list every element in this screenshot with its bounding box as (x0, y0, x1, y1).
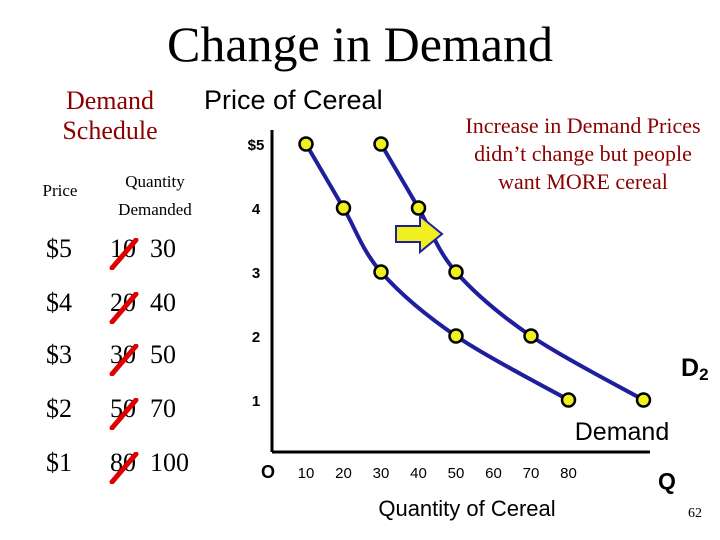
strike-mark (109, 292, 139, 324)
series-line (379, 142, 645, 402)
x-tick-label: 40 (410, 465, 427, 482)
strike-mark (109, 398, 139, 430)
shift-arrow (395, 213, 444, 255)
new-quantity-cell: 70 (150, 394, 176, 423)
y-tick-label: 4 (252, 201, 261, 218)
series-layer (298, 136, 652, 408)
schedule-title: Demand Schedule (62, 86, 158, 145)
strike-mark (109, 238, 139, 270)
price-cell: $2 (46, 394, 72, 423)
x-axis-label: Quantity of Cereal (378, 496, 555, 521)
strike-mark (109, 452, 139, 484)
data-point (335, 200, 352, 216)
price-cell: $1 (46, 448, 72, 477)
data-point (410, 200, 427, 216)
series-label-d2-subscript: 2 (699, 365, 708, 384)
x-tick-label: 50 (448, 465, 465, 482)
new-quantity-cell: 30 (150, 234, 176, 263)
chart-title: Price of Cereal (204, 85, 383, 115)
y-tick-label: 3 (252, 265, 260, 282)
chart-axes (270, 130, 650, 454)
x-end-label: Q (658, 468, 676, 494)
series-label-demand: Demand (575, 418, 670, 446)
price-column-header: Price (42, 181, 78, 200)
new-quantity-cell: 50 (150, 340, 176, 369)
data-point (448, 328, 464, 344)
y-tick-label: 2 (252, 329, 260, 346)
x-tick-label: 80 (560, 465, 577, 482)
quantity-column-header: Quantity Demanded (100, 168, 210, 224)
data-point (560, 392, 577, 408)
labels-layer: $5 4 3 2 1 10 20 30 40 50 60 70 80 O Q Quantity of Cere… (248, 137, 709, 521)
x-tick-label: 30 (373, 465, 390, 482)
y-tick-label: 1 (252, 393, 260, 410)
x-tick-label: 60 (485, 465, 502, 482)
price-cell: $4 (46, 288, 72, 317)
data-point (448, 264, 464, 280)
y-tick-label: $5 (248, 137, 265, 154)
quantity-header-line2: Demanded (118, 200, 192, 219)
page-number: 62 (688, 506, 702, 521)
chart-annotation: Increase in Demand Prices didn’t change … (465, 113, 701, 194)
x-tick-label: 10 (298, 465, 315, 482)
x-tick-label: 20 (335, 465, 352, 482)
price-cell: $5 (46, 234, 72, 263)
new-quantity-cell: 100 (150, 448, 189, 477)
series-label-d2: D2 (681, 354, 709, 384)
new-quantity-cell: 40 (150, 288, 176, 317)
origin-label: O (261, 462, 275, 482)
x-tick-label: 70 (523, 465, 540, 482)
strike-mark (109, 344, 139, 376)
series-line (304, 142, 570, 402)
data-point (373, 136, 389, 152)
data-point (298, 136, 314, 152)
data-point (523, 328, 539, 344)
price-cell: $3 (46, 340, 72, 369)
data-point (373, 264, 389, 280)
slide-title: Change in Demand (166, 16, 553, 72)
quantity-header-line1: Quantity (125, 172, 185, 191)
data-point (635, 392, 652, 408)
